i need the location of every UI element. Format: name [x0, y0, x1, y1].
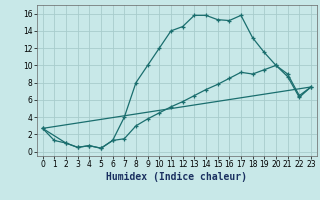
X-axis label: Humidex (Indice chaleur): Humidex (Indice chaleur)	[106, 172, 247, 182]
